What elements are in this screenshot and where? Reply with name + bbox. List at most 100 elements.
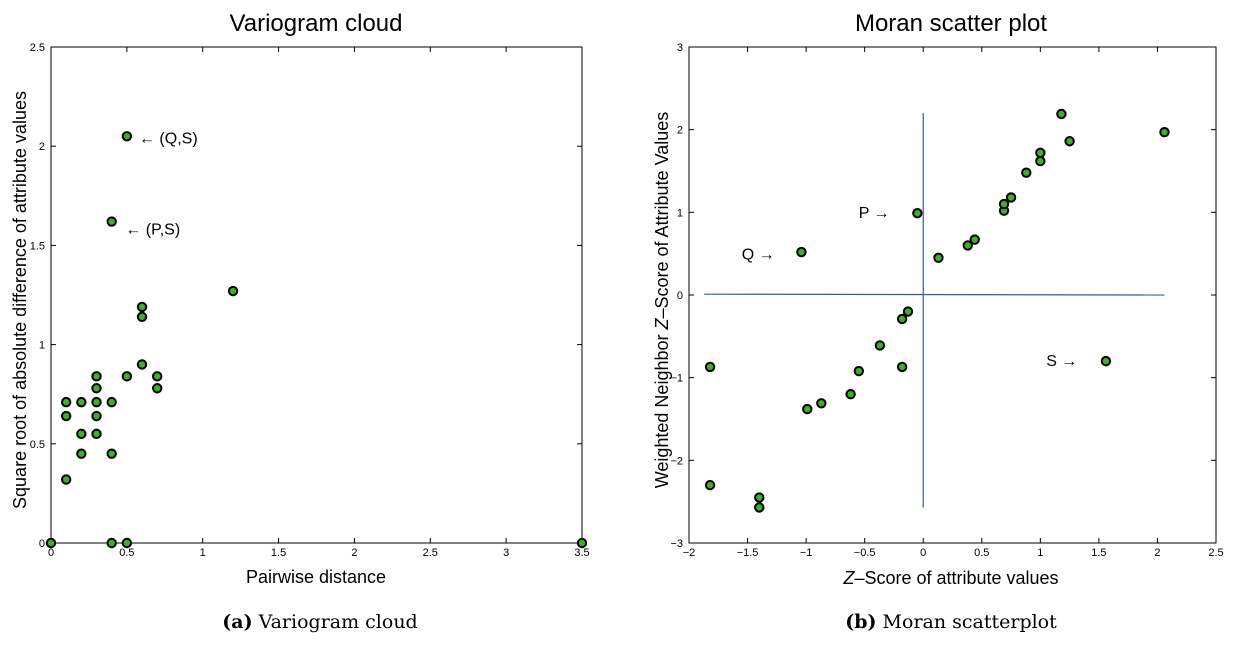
data-point	[106, 216, 117, 227]
y-axis-ticks: 0 0.5 1 1.5 2 2.5	[30, 42, 582, 550]
y-tick-label: 0	[677, 290, 683, 302]
x-tick-label: 0	[920, 547, 926, 559]
y-axis-ticks: −3 −2 −1 0 1 2 3	[670, 42, 1216, 550]
x-tick-label: 3.5	[574, 547, 589, 559]
caption-label: (a)	[222, 611, 252, 633]
plot-frame	[50, 46, 583, 544]
figure-caption: (b) Moran scatterplot	[845, 611, 1057, 633]
y-tick-label: 1	[677, 207, 683, 219]
data-point	[60, 396, 72, 408]
chart-title: Variogram cloud	[230, 10, 403, 37]
data-point	[121, 537, 133, 549]
annotations: P → Q → S →	[742, 205, 1078, 370]
data-point	[754, 492, 765, 503]
data-point	[754, 502, 765, 513]
x-tick-label: 2.5	[1208, 547, 1223, 559]
data-point	[1035, 147, 1046, 159]
svg-text:(a) Variogra: (a) Variogram cloud	[222, 611, 417, 633]
x-tick-label: 2.5	[423, 547, 438, 559]
x-axis-ticks: 0 0.5 1 1.5 2 2.5 3 3.5	[48, 47, 590, 559]
y-tick-label: 1	[39, 340, 45, 352]
data-point	[576, 537, 588, 549]
data-point	[91, 383, 102, 394]
data-point	[121, 371, 133, 382]
data-point	[76, 448, 87, 459]
data-points	[45, 131, 588, 549]
data-point	[106, 537, 117, 549]
data-point	[106, 396, 117, 408]
data-point	[106, 448, 117, 459]
data-point	[76, 396, 87, 408]
svg-text:(b) Moran sc: (b) Moran scatterplot	[845, 611, 1057, 633]
y-axis-label: Square root of absolute difference of at…	[10, 91, 30, 509]
x-tick-label: 1	[200, 547, 206, 559]
point-annotation: Q →	[742, 246, 775, 263]
data-point	[704, 361, 716, 373]
data-point	[1064, 136, 1075, 147]
y-tick-label: −2	[670, 455, 683, 467]
x-tick-label: 0.5	[974, 547, 989, 559]
data-point	[1056, 108, 1067, 120]
data-point	[136, 301, 148, 313]
data-point	[912, 207, 923, 219]
x-axis-label: Z–Score of attribute values	[842, 568, 1058, 588]
point-annotation: ← (P,S)	[125, 222, 180, 239]
data-point	[136, 311, 148, 323]
x-tick-label: 2	[1154, 547, 1160, 559]
x-tick-label: 0.5	[119, 547, 134, 559]
data-point	[227, 285, 239, 297]
y-axis-label: Weighted Neighbor Z–Score of Attribute V…	[652, 112, 672, 489]
data-point	[998, 198, 1010, 210]
data-point	[1100, 355, 1112, 367]
x-axis-label: Pairwise distance	[246, 567, 386, 587]
variogram-cloud-panel: Variogram cloud 0 0.5 1 1.5 2 2.5 3 3.5 0 0.5 1 1.…	[10, 10, 590, 633]
y-tick-label: 1.5	[30, 240, 45, 252]
reference-lines	[704, 113, 1165, 508]
data-point	[1159, 126, 1170, 138]
y-tick-label: 3	[677, 42, 683, 54]
caption-label: (b)	[845, 611, 876, 633]
point-annotation: ← (Q,S)	[139, 130, 198, 147]
data-point	[1021, 167, 1032, 178]
data-point	[969, 234, 980, 245]
moran-scatter-panel: Moran scatter plot −2 −1.5 −1 −0.5 0 0.5 1 1.5 2…	[652, 10, 1224, 633]
data-point	[91, 396, 102, 408]
data-point	[933, 252, 944, 263]
data-point	[91, 410, 102, 422]
x-tick-label: 1.5	[271, 547, 286, 559]
data-point	[121, 131, 133, 142]
data-point	[60, 410, 72, 422]
data-point	[874, 340, 886, 351]
data-point	[962, 240, 973, 251]
x-tick-label: −0.5	[854, 547, 876, 559]
x-tick-label: −1.5	[737, 547, 759, 559]
y-tick-label: −3	[670, 538, 683, 550]
chart-title: Moran scatter plot	[855, 10, 1047, 37]
data-point	[152, 371, 163, 382]
data-point	[853, 365, 865, 377]
y-tick-label: 2	[39, 141, 45, 153]
reference-line	[704, 293, 1165, 296]
data-point	[896, 361, 908, 373]
x-tick-label: 3	[503, 547, 509, 559]
y-tick-label: −1	[670, 373, 683, 385]
x-tick-label: 2	[351, 547, 357, 559]
data-point	[816, 398, 827, 409]
x-axis-ticks: −2 −1.5 −1 −0.5 0 0.5 1 1.5 2 2.5	[683, 47, 1224, 559]
y-tick-label: 0	[39, 538, 45, 550]
y-tick-label: 2	[677, 125, 683, 137]
x-tick-label: 1.5	[1091, 547, 1106, 559]
point-annotation: S →	[1046, 353, 1077, 370]
data-point	[91, 371, 102, 382]
data-point	[796, 246, 807, 258]
caption-text: Variogram cloud	[258, 611, 418, 633]
data-point	[704, 479, 716, 491]
point-annotation: P →	[859, 205, 890, 222]
x-tick-label: 1	[1037, 547, 1043, 559]
data-point	[1005, 192, 1017, 203]
x-tick-label: −2	[683, 547, 696, 559]
data-points	[704, 108, 1170, 513]
y-tick-label: 2.5	[30, 42, 45, 54]
data-point	[136, 359, 148, 370]
